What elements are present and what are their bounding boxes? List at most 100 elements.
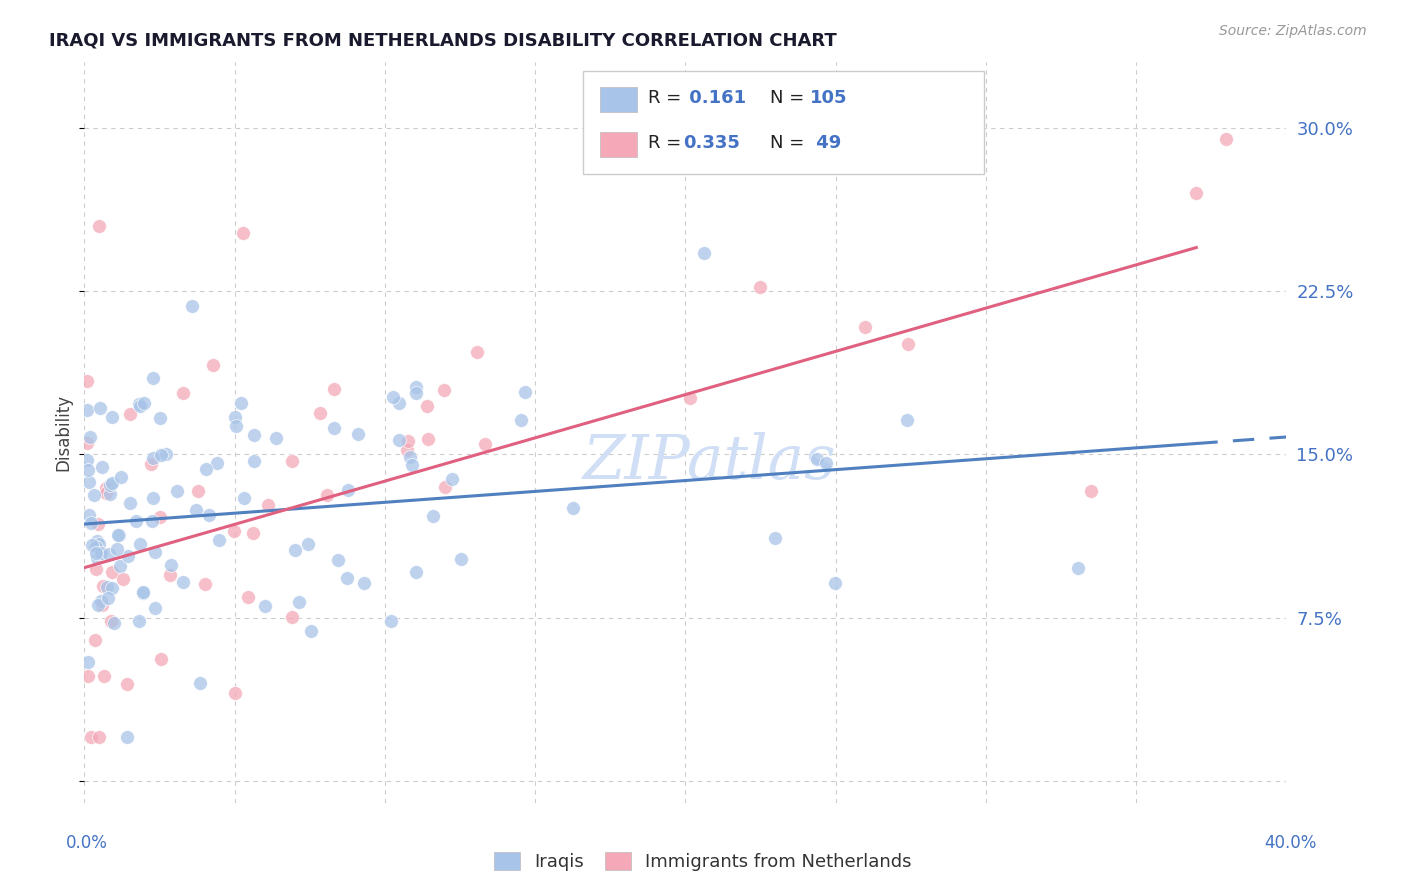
Point xyxy=(142,371,165,385)
Point xyxy=(96,486,118,500)
Text: N =: N = xyxy=(770,134,810,152)
Point xyxy=(100,409,122,424)
Point xyxy=(79,508,101,523)
Point xyxy=(103,616,125,631)
Point xyxy=(96,481,118,495)
Point xyxy=(224,524,246,538)
Point xyxy=(388,395,411,409)
Point xyxy=(225,419,247,434)
Point xyxy=(128,614,150,628)
Point xyxy=(322,421,344,435)
Point xyxy=(187,483,209,498)
Text: IRAQI VS IMMIGRANTS FROM NETHERLANDS DISABILITY CORRELATION CHART: IRAQI VS IMMIGRANTS FROM NETHERLANDS DIS… xyxy=(49,31,837,49)
Point xyxy=(416,399,439,413)
Point xyxy=(405,380,427,394)
Point xyxy=(115,731,138,745)
Point xyxy=(132,396,155,410)
Point xyxy=(388,434,411,448)
Point xyxy=(111,573,134,587)
Point xyxy=(84,546,107,560)
Point xyxy=(89,401,111,415)
Text: 0.335: 0.335 xyxy=(683,134,740,152)
Point xyxy=(205,456,228,470)
Point xyxy=(562,501,585,516)
Point xyxy=(380,614,402,628)
Point xyxy=(87,517,110,532)
Point xyxy=(87,598,110,612)
Point xyxy=(299,624,322,639)
Point xyxy=(132,586,155,600)
Point xyxy=(80,731,103,745)
Point xyxy=(89,546,111,560)
Text: ZIPatlas: ZIPatlas xyxy=(582,433,837,492)
Point xyxy=(353,575,375,590)
Point xyxy=(84,632,107,647)
Point xyxy=(139,457,162,471)
Point xyxy=(155,447,177,461)
Text: R =: R = xyxy=(648,134,688,152)
Point xyxy=(107,528,129,542)
Point xyxy=(76,374,98,388)
Point xyxy=(336,571,359,585)
Point xyxy=(395,442,418,457)
Point xyxy=(98,548,121,562)
Point xyxy=(76,436,98,450)
Point xyxy=(76,669,98,683)
Point xyxy=(401,458,423,473)
Point xyxy=(1215,131,1237,145)
Point xyxy=(90,546,112,560)
Point xyxy=(172,575,194,590)
Point xyxy=(89,219,111,233)
Point xyxy=(98,486,121,500)
Point xyxy=(86,533,108,548)
Point xyxy=(150,448,173,462)
Text: 0.161: 0.161 xyxy=(683,89,747,107)
Point xyxy=(141,514,163,528)
Point xyxy=(150,652,173,666)
Point xyxy=(108,558,131,573)
Point xyxy=(160,558,183,573)
Point xyxy=(80,538,103,552)
Point xyxy=(749,280,772,294)
Text: 0.0%: 0.0% xyxy=(66,834,108,852)
Point xyxy=(188,676,211,690)
Point xyxy=(253,599,276,614)
Point xyxy=(100,475,122,490)
Point xyxy=(76,403,98,417)
Point xyxy=(1185,186,1208,200)
Point xyxy=(107,528,129,542)
Point xyxy=(281,453,304,467)
Point xyxy=(93,669,115,683)
Point xyxy=(91,579,114,593)
Text: 40.0%: 40.0% xyxy=(1264,834,1317,852)
Point xyxy=(89,537,111,551)
Point xyxy=(382,390,405,404)
Point xyxy=(450,552,472,566)
Point xyxy=(207,533,229,547)
Point xyxy=(115,677,138,691)
Point xyxy=(763,531,786,545)
Point xyxy=(513,385,536,400)
Point xyxy=(405,565,427,579)
Point xyxy=(129,537,152,551)
Point xyxy=(142,450,165,465)
Point xyxy=(128,399,150,413)
Point xyxy=(80,516,103,530)
Text: N =: N = xyxy=(770,89,810,107)
Point xyxy=(194,577,217,591)
Point xyxy=(84,562,107,576)
Point xyxy=(336,483,359,498)
Point xyxy=(1067,561,1090,575)
Point xyxy=(87,731,110,745)
Point xyxy=(76,453,98,467)
Text: 49: 49 xyxy=(810,134,841,152)
Point xyxy=(186,502,208,516)
Point xyxy=(83,488,105,502)
Point xyxy=(172,386,194,401)
Point xyxy=(815,456,838,470)
Point xyxy=(91,460,114,475)
Point xyxy=(510,413,533,427)
Point xyxy=(120,496,142,510)
Point xyxy=(98,477,121,491)
Point xyxy=(405,385,427,400)
